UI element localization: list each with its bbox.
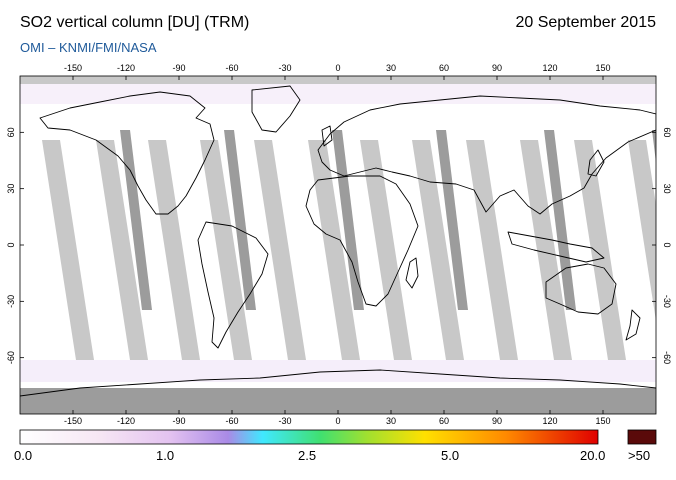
colorbar-label-2: 2.5 <box>298 448 317 463</box>
coast-north-america <box>39 91 215 215</box>
data-credit: OMI – KNMI/FMI/NASA <box>20 40 157 55</box>
lat-tick-label-right: 60 <box>662 127 672 137</box>
coast-new-zealand <box>625 309 641 341</box>
row-anomaly-band <box>120 130 152 310</box>
lon-tick-label-top: -150 <box>64 63 82 73</box>
lat-tick-label-left: -30 <box>6 295 16 308</box>
orbit-gap-stripe <box>520 140 572 360</box>
coast-antarctica <box>20 369 656 397</box>
colorbar-label-4: 20.0 <box>580 448 606 463</box>
lon-tick-label-bottom: 0 <box>335 416 340 426</box>
lon-tick-label-top: 0 <box>335 63 340 73</box>
lat-tick-label-right: -60 <box>662 351 672 364</box>
coast-eurasia <box>317 95 656 215</box>
orbit-gap-stripe <box>412 140 464 360</box>
colorbar-label-1: 1.0 <box>156 448 175 463</box>
orbit-gap-stripes <box>42 130 656 360</box>
lon-tick-label-top: 60 <box>439 63 449 73</box>
coast-greenland <box>251 85 301 133</box>
orbit-gap-stripe <box>96 140 148 360</box>
colorbar-overflow <box>627 429 657 445</box>
colorbar-label-3: 5.0 <box>441 448 460 463</box>
lat-tick-label-right: 30 <box>662 184 672 194</box>
row-anomaly-band <box>652 130 656 163</box>
lon-tick-label-top: -120 <box>117 63 135 73</box>
lat-tick-label-left: 0 <box>6 242 16 247</box>
antarctic-no-data <box>20 388 656 414</box>
lon-tick-label-bottom: 150 <box>595 416 610 426</box>
lat-ticks-left: 60 30 0 -30 -60 <box>6 127 24 364</box>
coast-uk <box>321 125 333 147</box>
lat-tick-label-left: 30 <box>6 184 16 194</box>
row-anomaly-band <box>332 130 364 310</box>
lon-tick-label-bottom: -30 <box>278 416 291 426</box>
coast-indonesia <box>507 231 605 263</box>
lon-tick-label-bottom: 30 <box>386 416 396 426</box>
orbit-gap-stripe <box>200 140 252 360</box>
lon-tick-label-bottom: -90 <box>172 416 185 426</box>
lat-tick-label-left: -60 <box>6 351 16 364</box>
lon-tick-label-top: 120 <box>542 63 557 73</box>
orbit-gap-stripe <box>628 140 656 322</box>
lat-tick-label-right: 0 <box>662 242 672 247</box>
colorbar <box>19 429 599 445</box>
orbit-gap-stripe <box>466 140 518 360</box>
colorbar-label-0: 0.0 <box>14 448 33 463</box>
map-date: 20 September 2015 <box>515 14 656 31</box>
lon-tick-label-top: -30 <box>278 63 291 73</box>
row-anomaly-band <box>436 130 468 310</box>
coast-south-america <box>197 221 269 349</box>
north-noise-band <box>20 84 656 104</box>
lat-tick-label-right: -30 <box>662 295 672 308</box>
lat-ticks-right: 60 30 0 -30 -60 <box>652 127 672 364</box>
colorbar-overflow-label: >50 <box>628 448 651 463</box>
coastlines <box>20 85 656 397</box>
coast-australia <box>545 263 617 315</box>
orbit-gap-stripe <box>254 140 306 360</box>
lon-tick-label-top: -60 <box>225 63 238 73</box>
lon-tick-label-bottom: -60 <box>225 416 238 426</box>
orbit-gap-stripe <box>574 140 626 360</box>
lon-tick-label-bottom: 120 <box>542 416 557 426</box>
row-anomaly-band <box>544 130 576 310</box>
orbit-gap-stripe <box>308 140 360 360</box>
row-anomaly-band <box>224 130 256 310</box>
lat-tick-label-left: 60 <box>6 127 16 137</box>
orbit-gap-stripe <box>42 140 94 360</box>
coast-africa <box>305 175 419 307</box>
lon-tick-label-bottom: 90 <box>492 416 502 426</box>
lon-ticks-top: -150 -120 -90 -60 -30 0 30 60 90 120 150 <box>64 63 611 80</box>
lon-tick-label-top: -90 <box>172 63 185 73</box>
orbit-gap-stripe <box>360 140 412 360</box>
map-title: SO2 vertical column [DU] (TRM) <box>20 14 250 31</box>
orbit-gap-stripe <box>148 140 200 360</box>
lon-tick-label-bottom: -120 <box>117 416 135 426</box>
lon-tick-label-top: 30 <box>386 63 396 73</box>
lon-tick-label-top: 90 <box>492 63 502 73</box>
coast-madagascar <box>405 257 419 289</box>
lon-tick-label-bottom: -150 <box>64 416 82 426</box>
lon-ticks-bottom: -150 -120 -90 -60 -30 0 30 60 90 120 150 <box>64 410 611 426</box>
coast-japan <box>587 149 605 177</box>
lon-tick-label-top: 150 <box>595 63 610 73</box>
lon-tick-label-bottom: 60 <box>439 416 449 426</box>
